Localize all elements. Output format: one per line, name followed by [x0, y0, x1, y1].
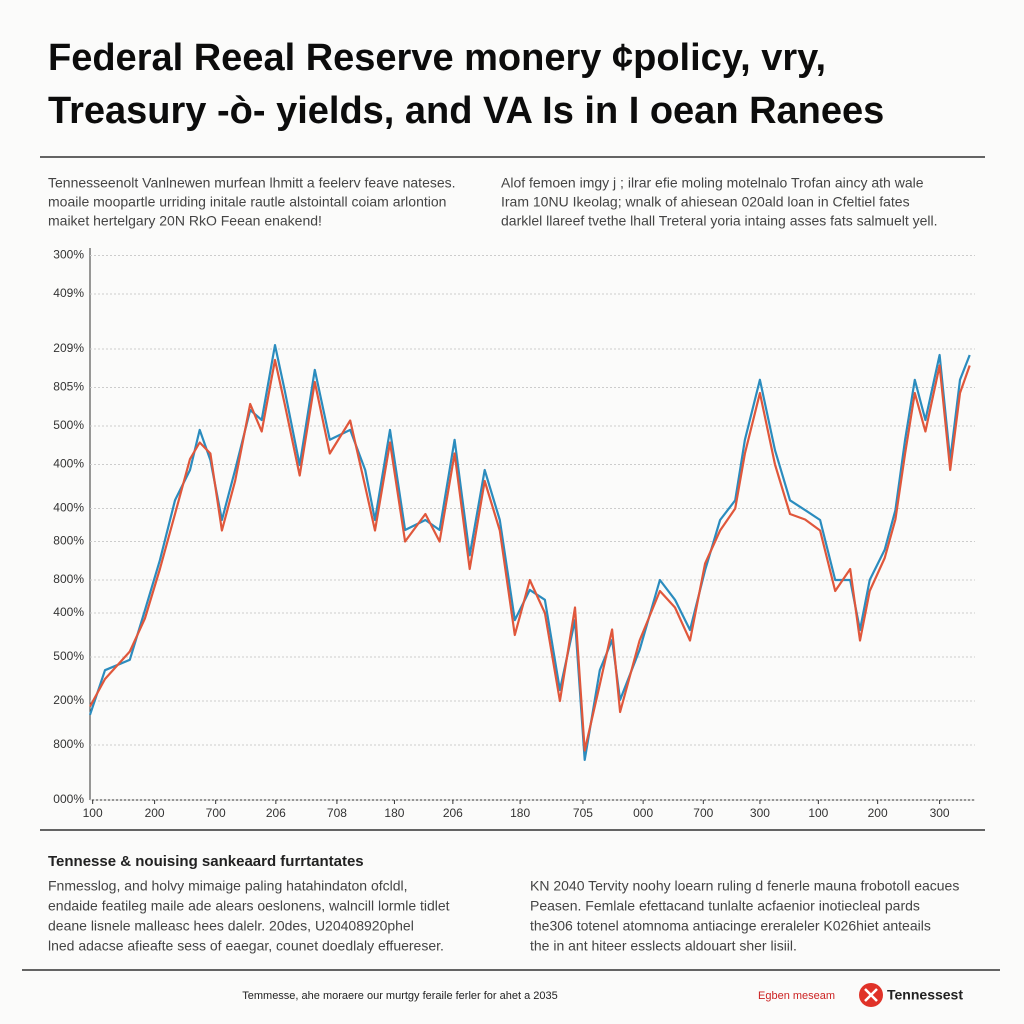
- footer-brand: Tennessest: [887, 987, 963, 1003]
- x-tick-label: 708: [327, 806, 347, 820]
- notes-text: deane lisnele malleasc hees dalelr. 20de…: [48, 918, 414, 934]
- x-tick-label: 200: [145, 806, 165, 820]
- y-tick-label: 400%: [53, 457, 84, 471]
- title-line: Federal Reeal Reserve monery ¢policy, vr…: [48, 37, 826, 79]
- intro-text: Alof femoen imgy j ; ilrar efie moling m…: [501, 175, 924, 191]
- notes-text: Peasen. Femlale efettacand tunlalte acfa…: [530, 898, 920, 914]
- notes-text: endaide featileg maile ade alears oeslon…: [48, 898, 450, 914]
- notes-text: Fnmesslog, and holvy mimaige paling hata…: [48, 878, 408, 894]
- x-tick-label: 300: [750, 806, 770, 820]
- notes-text: KN 2040 Tervity noohy loearn ruling d fe…: [530, 878, 959, 894]
- y-tick-label: 800%: [53, 737, 84, 751]
- title-line: Treasury -ò- yields, and VA Is in I oean…: [48, 90, 884, 132]
- notes-text: lned adacse afieafte sess of eaegar, cou…: [48, 938, 444, 954]
- y-tick-label: 805%: [53, 380, 84, 394]
- x-tick-label: 000: [633, 806, 653, 820]
- footer-source: Egben meseam: [758, 990, 835, 1002]
- footer-text: Temmesse, ahe moraere our murtgy feraile…: [242, 990, 557, 1002]
- x-tick-label: 206: [266, 806, 286, 820]
- x-tick-label: 180: [510, 806, 530, 820]
- y-tick-label: 209%: [53, 341, 84, 355]
- notes-text: the in ant hiteer esslects aldouart sher…: [530, 938, 797, 954]
- y-tick-label: 500%: [53, 418, 84, 432]
- y-tick-label: 400%: [53, 501, 84, 515]
- y-tick-label: 800%: [53, 572, 84, 586]
- line-series: [88, 344, 971, 761]
- y-tick-label: 300%: [53, 248, 84, 262]
- x-tick-label: 700: [206, 806, 226, 820]
- y-tick-label: 500%: [53, 649, 84, 663]
- x-tick-label: 300: [930, 806, 950, 820]
- intro-text: Tennesseenolt Vanlnewen murfean lhmitt a…: [48, 175, 456, 191]
- x-tick-label: 700: [693, 806, 713, 820]
- notes-heading: Tennesse & nouising sankeaard furrtantat…: [48, 853, 364, 870]
- y-tick-label: 400%: [53, 605, 84, 619]
- x-tick-label: 206: [443, 806, 463, 820]
- intro-text: darklel llareef tvethe lhall Treteral yo…: [501, 213, 938, 229]
- x-tick-label: 100: [808, 806, 828, 820]
- line-series: [89, 358, 971, 752]
- y-tick-label: 800%: [53, 534, 84, 548]
- x-tick-label: 100: [83, 806, 103, 820]
- x-tick-label: 180: [384, 806, 404, 820]
- x-tick-label: 200: [868, 806, 888, 820]
- intro-text: maiket hertelgary 20N RkO Feean enakend!: [48, 213, 322, 229]
- intro-text: Iram 10NU Ikeolag; wnalk of ahiesean 020…: [501, 194, 910, 210]
- y-tick-label: 409%: [53, 286, 84, 300]
- y-tick-label: 000%: [53, 792, 84, 806]
- intro-text: moaile moopartle urriding initale rautle…: [48, 194, 446, 210]
- x-tick-label: 705: [573, 806, 593, 820]
- brand-logo-mark: [864, 988, 878, 1002]
- notes-text: the306 totenel atomnoma antiacinge erera…: [530, 918, 931, 934]
- y-tick-label: 200%: [53, 693, 84, 707]
